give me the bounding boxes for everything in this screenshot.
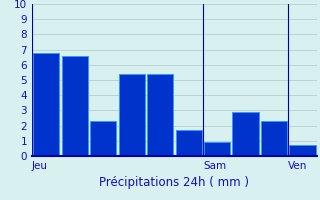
Bar — [176, 130, 202, 156]
Bar — [233, 112, 259, 156]
Bar — [33, 53, 59, 156]
Bar — [119, 74, 145, 156]
X-axis label: Précipitations 24h ( mm ): Précipitations 24h ( mm ) — [100, 176, 249, 189]
Bar — [90, 121, 116, 156]
Bar — [204, 142, 230, 156]
Bar — [290, 145, 316, 156]
Bar — [261, 121, 287, 156]
Bar — [147, 74, 173, 156]
Bar — [62, 56, 88, 156]
